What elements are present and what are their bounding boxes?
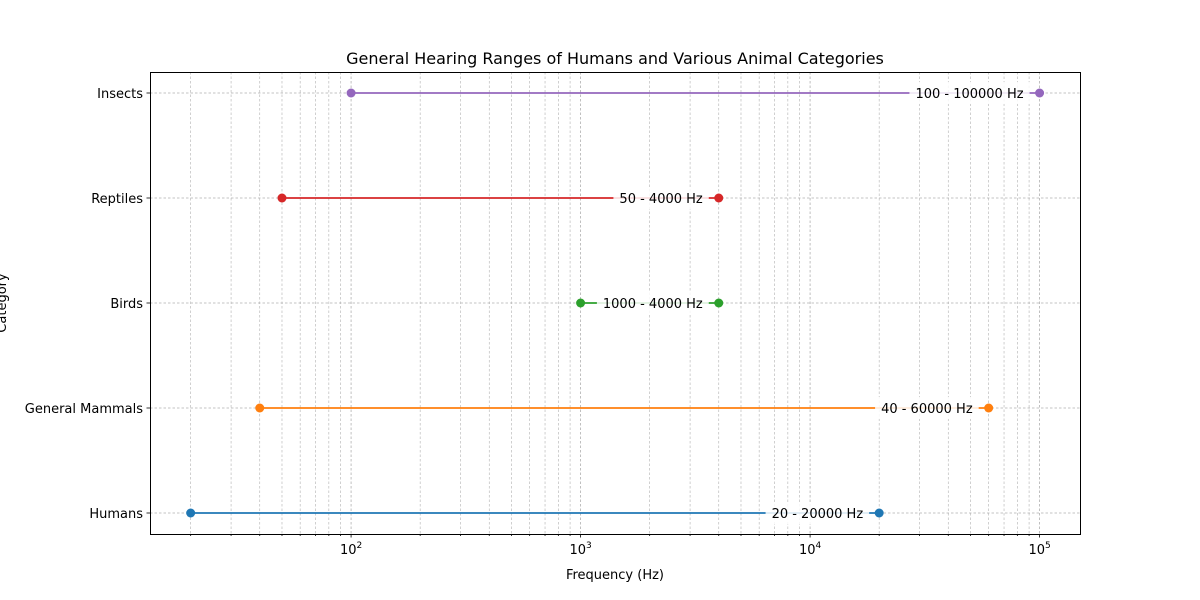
x-axis-label: Frequency (Hz)	[566, 568, 664, 583]
chart-title: General Hearing Ranges of Humans and Var…	[346, 49, 884, 68]
data-label-box-insects	[909, 82, 1030, 104]
range-low-marker-birds	[576, 298, 586, 308]
data-label-box-humans	[765, 502, 870, 524]
y-tick-label: Insects	[97, 87, 143, 102]
range-high-marker-general-mammals	[984, 403, 994, 413]
range-high-marker-insects	[1035, 88, 1045, 98]
y-tick-label: Humans	[89, 507, 143, 522]
plot-frame	[150, 72, 1081, 535]
y-axis-label: Category	[0, 273, 10, 333]
data-label-insects: 100 - 100000 Hz	[915, 87, 1023, 102]
data-label-reptiles: 50 - 4000 Hz	[619, 192, 702, 207]
range-low-marker-humans	[186, 508, 196, 518]
data-label-humans: 20 - 20000 Hz	[772, 507, 864, 522]
x-tick-label: 104	[799, 541, 822, 558]
x-tick-label: 105	[1028, 541, 1050, 558]
range-high-marker-reptiles	[714, 193, 724, 203]
axes: Humans General Mammals Birds Reptiles Insect…	[25, 87, 1051, 558]
plot-area: 20 - 20000 Hz 40 - 60000 Hz 1000 - 4000 Hz…	[186, 82, 1045, 524]
data-label-birds: 1000 - 4000 Hz	[603, 297, 703, 312]
range-high-marker-humans	[874, 508, 884, 518]
y-tick-label: Birds	[110, 297, 143, 312]
x-tick-label: 103	[569, 541, 591, 558]
y-tick-label: General Mammals	[25, 402, 143, 417]
data-label-box-reptiles	[613, 187, 709, 209]
data-label-general-mammals: 40 - 60000 Hz	[881, 402, 973, 417]
range-low-marker-reptiles	[277, 193, 287, 203]
range-high-marker-birds	[714, 298, 724, 308]
range-low-marker-insects	[346, 88, 356, 98]
data-label-box-birds	[596, 292, 709, 314]
range-low-marker-general-mammals	[255, 403, 265, 413]
y-tick-label: Reptiles	[91, 192, 143, 207]
data-label-box-general-mammals	[875, 397, 979, 419]
x-tick-label: 102	[340, 541, 362, 558]
